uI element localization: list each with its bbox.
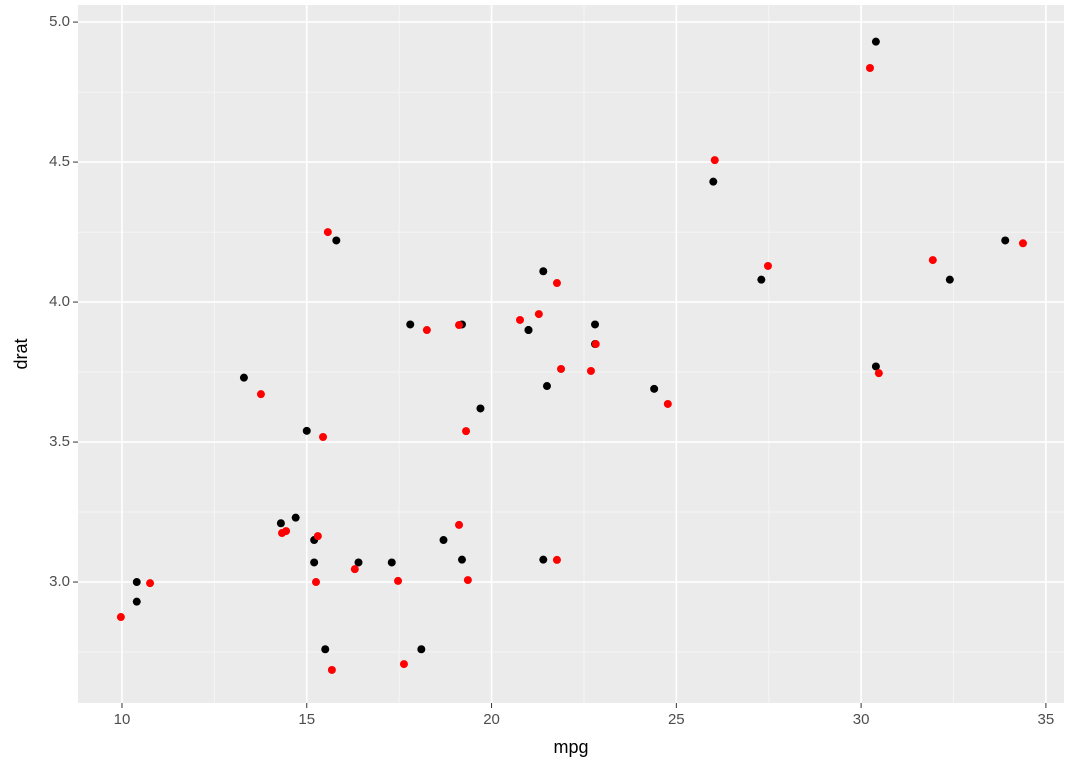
- point: [302, 426, 311, 435]
- x-tick-label: 20: [483, 711, 500, 728]
- point: [557, 364, 566, 373]
- point: [313, 532, 322, 541]
- grid: [78, 5, 1064, 703]
- point: [1001, 236, 1010, 245]
- y-tick-label: 3.5: [49, 433, 70, 450]
- point: [116, 613, 125, 622]
- point: [586, 366, 595, 375]
- point: [874, 369, 883, 378]
- point: [945, 275, 954, 284]
- point: [757, 275, 766, 284]
- point: [350, 565, 359, 574]
- point: [422, 326, 431, 335]
- point: [457, 555, 466, 564]
- point: [439, 536, 448, 545]
- point: [542, 382, 551, 391]
- plot-panel: [78, 5, 1064, 703]
- point: [539, 267, 548, 276]
- x-tick-label: 30: [853, 711, 870, 728]
- point: [463, 576, 472, 585]
- point: [406, 320, 415, 329]
- point: [332, 236, 341, 245]
- point: [282, 527, 291, 536]
- point: [310, 558, 319, 567]
- point: [256, 390, 265, 399]
- point: [455, 520, 464, 529]
- point: [591, 320, 600, 329]
- point: [239, 373, 248, 382]
- point: [146, 579, 155, 588]
- x-tick-label: 10: [114, 711, 131, 728]
- point: [928, 256, 937, 265]
- point: [387, 558, 396, 567]
- point: [539, 555, 548, 564]
- y-tick-label: 4.0: [49, 293, 70, 310]
- y-tick-label: 5.0: [49, 13, 70, 30]
- point: [394, 576, 403, 585]
- y-axis-title: drat: [11, 338, 31, 369]
- x-tick-label: 15: [298, 711, 315, 728]
- x-tick-label: 35: [1038, 711, 1055, 728]
- point: [871, 362, 880, 371]
- point: [871, 37, 880, 46]
- point: [476, 404, 485, 413]
- point: [462, 427, 471, 436]
- point: [552, 555, 561, 564]
- point: [312, 578, 320, 587]
- point: [417, 645, 426, 654]
- point: [709, 177, 718, 186]
- point: [291, 513, 300, 522]
- y-tick-label: 3.0: [49, 573, 70, 590]
- point: [399, 660, 408, 669]
- point: [663, 399, 672, 408]
- point: [354, 558, 363, 567]
- point: [455, 321, 464, 330]
- point: [591, 340, 600, 349]
- point: [321, 645, 330, 654]
- point: [327, 665, 336, 674]
- y-tick-label: 4.5: [49, 153, 70, 170]
- point: [132, 578, 141, 587]
- point: [524, 326, 533, 335]
- point: [1018, 239, 1027, 248]
- point: [865, 63, 874, 72]
- point: [516, 315, 524, 324]
- point: [319, 433, 328, 442]
- point: [534, 310, 543, 319]
- point: [763, 261, 772, 270]
- x-tick-label: 25: [668, 711, 685, 728]
- point: [323, 228, 332, 237]
- point: [710, 156, 719, 165]
- point: [132, 597, 141, 606]
- point: [552, 279, 561, 288]
- marks: [116, 37, 1027, 674]
- point: [650, 384, 659, 393]
- x-axis-title: mpg: [553, 737, 588, 757]
- point: [276, 519, 285, 528]
